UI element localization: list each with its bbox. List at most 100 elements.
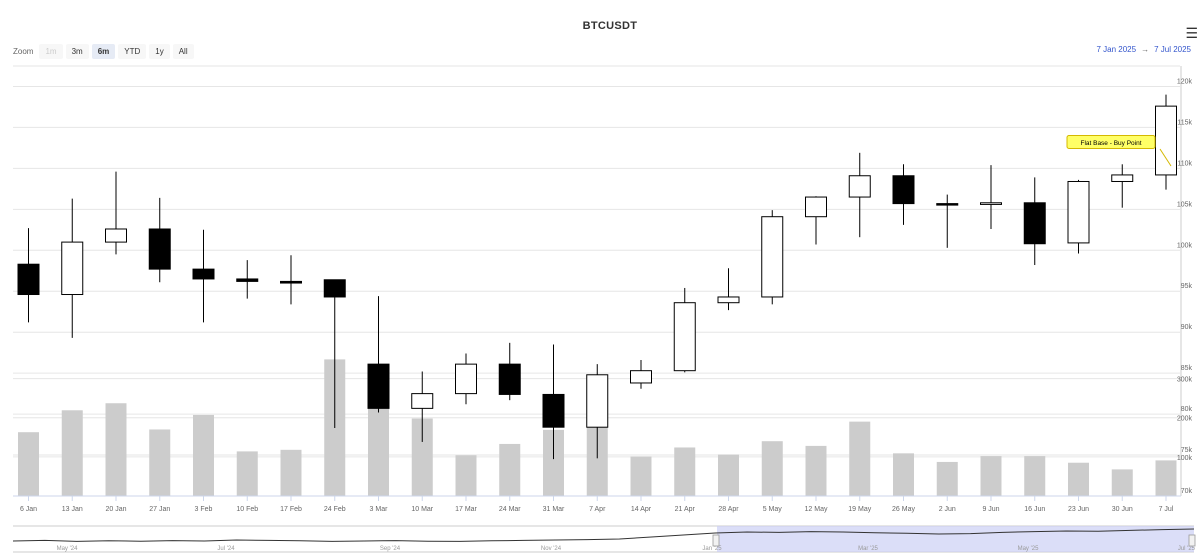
range-to-input[interactable]: 7 Jul 2025 [1154,45,1191,54]
volume-bar[interactable] [1068,462,1089,496]
candle[interactable] [280,280,302,284]
volume-bar[interactable] [105,403,127,496]
volume-bar[interactable] [849,421,871,496]
candle[interactable] [323,279,346,298]
navigator-handle-left[interactable] [712,534,720,547]
volume-tick-label: 200k [1177,416,1193,423]
candle[interactable] [148,228,171,270]
volume-bar[interactable] [61,410,83,496]
candle[interactable] [805,196,827,218]
annotation-box[interactable] [1066,135,1156,149]
x-tick-label: 13 Jan [62,506,83,513]
volume-bar[interactable] [18,432,39,496]
x-tick-label: 21 Apr [675,506,696,513]
hamburger-menu-icon[interactable]: ☰ [1185,25,1198,41]
candle[interactable] [1023,202,1046,245]
navigator-selection[interactable] [717,526,1194,552]
candle[interactable] [892,175,915,205]
x-tick-label: 24 Mar [499,506,521,513]
candle[interactable] [105,228,127,243]
candle[interactable] [411,393,434,409]
volume-bar[interactable] [1155,460,1177,496]
price-tick-label: 100k [1177,242,1193,249]
candle[interactable] [586,374,609,428]
date-range: 7 Jan 2025 → 7 Jul 2025 [1096,45,1191,54]
candle[interactable] [717,296,740,304]
candle[interactable] [367,363,390,409]
x-tick-label: 7 Jul [1159,506,1174,513]
volume-bar[interactable] [761,441,783,496]
candle[interactable] [673,302,696,372]
volume-bar[interactable] [805,445,827,496]
zoom-button-all[interactable]: All [172,44,194,59]
x-tick-label: 10 Feb [236,506,258,513]
volume-bar[interactable] [411,418,433,496]
x-tick-label: 7 Apr [589,506,606,513]
zoom-button-1m[interactable]: 1m [39,44,63,59]
candle[interactable] [455,363,477,395]
volume-tick-label: 100k [1177,455,1193,462]
x-tick-label: 17 Mar [455,506,477,513]
price-tick-label: 70k [1181,488,1193,495]
navigator-label: Jan '25 [702,546,722,552]
x-tick-label: 6 Jan [20,506,37,513]
x-tick-label: 14 Apr [631,506,652,513]
annotation-group: Flat Base - Buy Point [1066,135,1172,167]
price-tick-label: 90k [1181,324,1193,331]
zoom-button-6m[interactable]: 6m [91,44,116,59]
price-tick-label: 75k [1181,447,1193,454]
candle[interactable] [236,278,259,282]
candle[interactable] [761,216,784,298]
price-candles [17,94,1177,460]
volume-bar[interactable] [893,453,914,496]
volume-bar[interactable] [674,447,696,496]
x-tick-label: 2 Jun [939,506,956,513]
price-tick-label: 95k [1181,283,1193,290]
candle[interactable] [980,202,1002,205]
x-tick-label: 28 Apr [718,506,739,513]
candle[interactable] [192,268,215,280]
volume-bar[interactable] [455,455,477,496]
candle[interactable] [1155,105,1177,176]
candle[interactable] [936,203,959,206]
candle[interactable] [1111,174,1134,182]
candle[interactable] [542,393,565,428]
candle[interactable] [1067,180,1090,244]
navigator-label: Mar '25 [858,546,878,552]
price-tick-label: 115k [1177,119,1192,126]
zoom-label: Zoom [13,47,34,56]
volume-bar[interactable] [280,449,302,496]
volume-bars [18,359,1177,496]
volume-bar[interactable] [193,414,214,496]
volume-bar[interactable] [718,454,739,496]
range-from-input[interactable]: 7 Jan 2025 [1096,45,1137,54]
navigator-handle-right[interactable] [1188,534,1196,547]
zoom-button-1y[interactable]: 1y [149,44,170,59]
volume-bar[interactable] [236,451,258,496]
volume-bar[interactable] [630,456,652,496]
volume-bar[interactable] [543,429,564,496]
volume-bar[interactable] [1024,456,1046,496]
volume-bar[interactable] [936,461,958,496]
volume-axis: 300k 200k 100k [1177,377,1193,462]
zoom-button-3m[interactable]: 3m [65,44,89,59]
volume-tick-label: 300k [1177,377,1193,384]
volume-bar[interactable] [499,443,521,496]
x-tick-label: 26 May [892,506,915,513]
x-tick-label: 31 Mar [543,506,565,513]
volume-bar[interactable] [1111,469,1133,496]
chart-title: BTCUSDT [582,20,638,32]
candle[interactable] [848,175,871,198]
candle[interactable] [61,241,84,296]
candle[interactable] [630,370,652,384]
volume-bar[interactable] [980,456,1002,496]
volume-bar[interactable] [368,381,389,496]
candle[interactable] [17,263,40,296]
x-tick-label: 23 Jun [1068,506,1089,513]
candle[interactable] [498,363,521,395]
volume-bar[interactable] [149,429,171,496]
navigator-label: Nov '24 [541,546,562,552]
zoom-button-ytd[interactable]: YTD [118,44,147,59]
navigator-label: Jul '25 [1178,546,1196,552]
